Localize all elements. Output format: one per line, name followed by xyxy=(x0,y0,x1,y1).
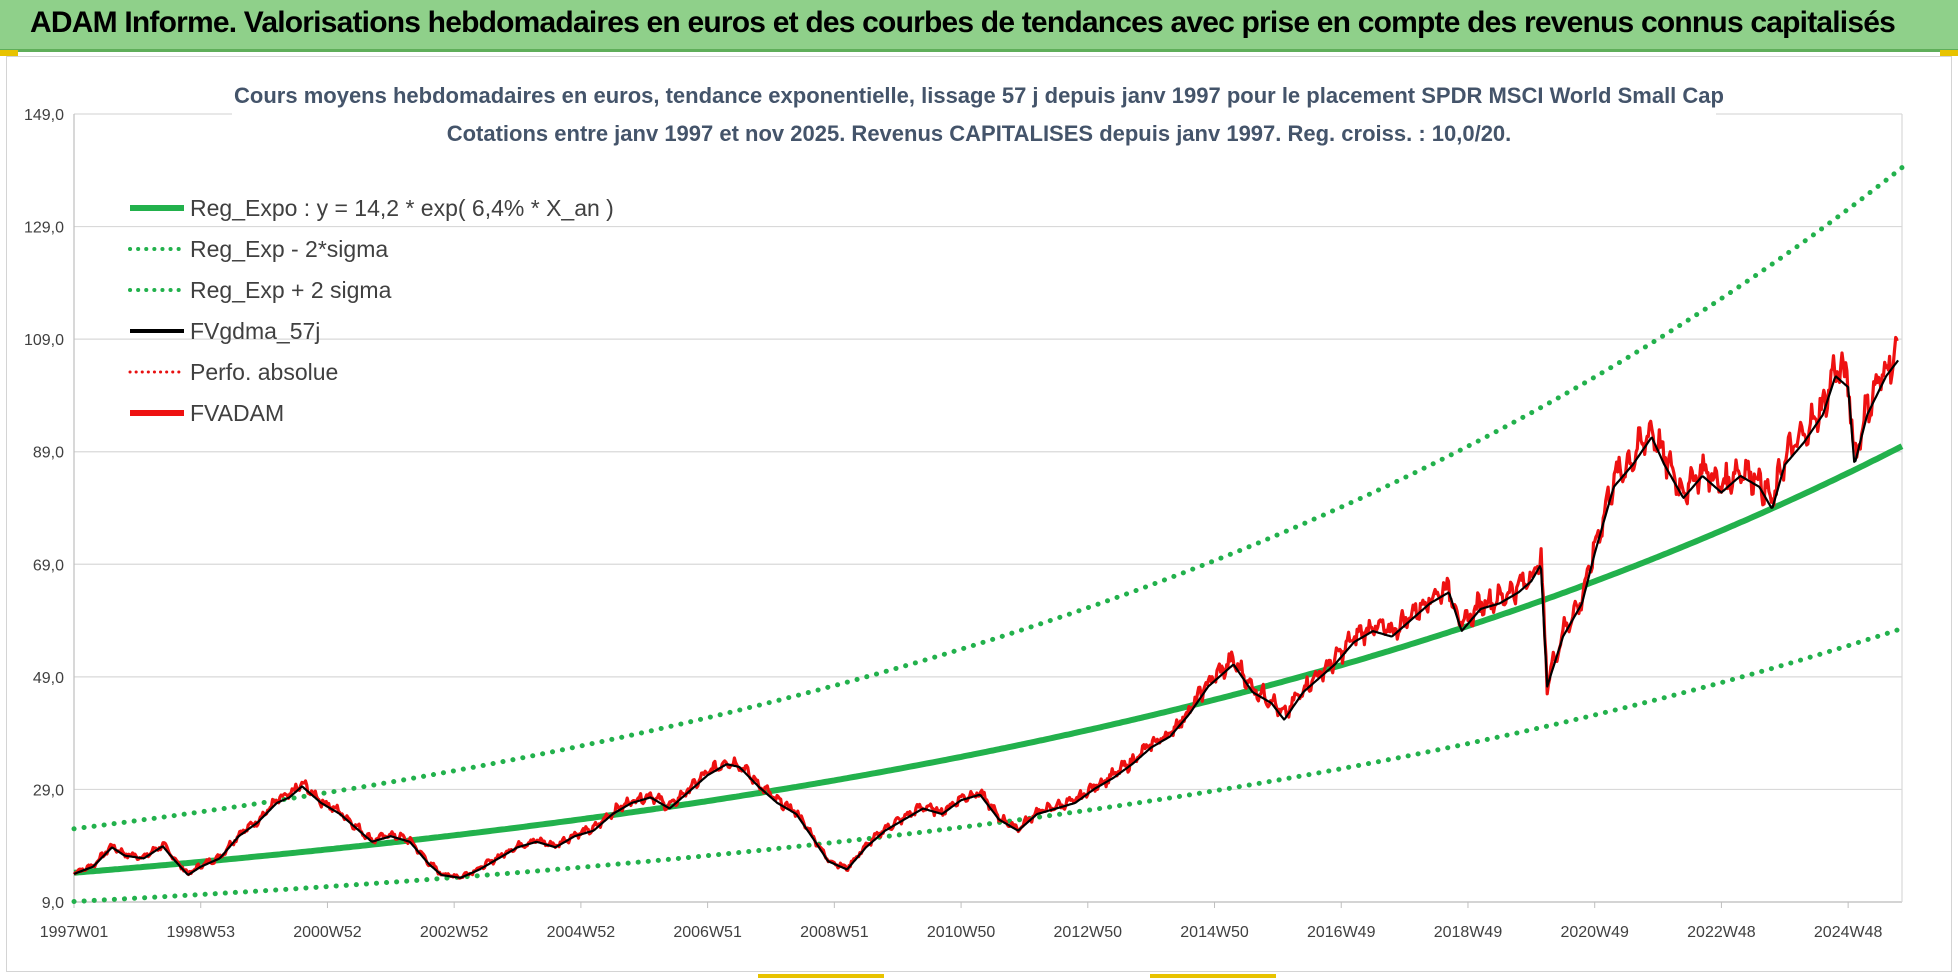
corner-mark-right xyxy=(1940,50,1958,56)
x-tick-label: 2014W50 xyxy=(1180,924,1249,941)
y-tick-label: 69,0 xyxy=(33,557,64,574)
x-tick-label: 2024W48 xyxy=(1814,924,1883,941)
series-reg-exp-plus-2-sigma xyxy=(71,165,1905,832)
x-tick-label: 2022W48 xyxy=(1687,924,1756,941)
legend-label: Reg_Expo : y = 14,2 * exp( 6,4% * X_an ) xyxy=(190,195,614,221)
chart-title: Cours moyens hebdomadaires en euros, ten… xyxy=(234,83,1724,108)
chart-legend: Reg_Expo : y = 14,2 * exp( 6,4% * X_an )… xyxy=(128,195,614,426)
y-tick-label: 9,0 xyxy=(42,895,64,912)
corner-mark-left xyxy=(0,50,18,56)
series-fvadam xyxy=(72,335,1899,880)
x-tick-label: 2004W52 xyxy=(547,924,616,941)
y-tick-label: 129,0 xyxy=(24,220,64,237)
chart-grid xyxy=(73,113,1903,903)
legend-label: FVADAM xyxy=(190,400,284,426)
y-tick-label: 49,0 xyxy=(33,670,64,687)
y-tick-label: 29,0 xyxy=(33,782,64,799)
y-tick-label: 89,0 xyxy=(33,445,64,462)
legend-label: Reg_Exp + 2 sigma xyxy=(190,277,392,303)
page-title: ADAM Informe. Valorisations hebdomadaire… xyxy=(30,6,1896,39)
legend-label: Reg_Exp - 2*sigma xyxy=(190,236,388,262)
x-tick-label: 2018W49 xyxy=(1434,924,1503,941)
y-axis-ticks: 9,0 29,0 49,0 69,0 89,0 109,0 129,0 149,0 xyxy=(24,107,64,912)
series-reg-expo xyxy=(73,443,1904,876)
chart-series-group xyxy=(71,165,1905,904)
legend-label: FVgdma_57j xyxy=(190,318,320,344)
x-tick-label: 2008W51 xyxy=(800,924,869,941)
series-fvgdma-57j xyxy=(73,359,1899,879)
bottom-mark-2 xyxy=(1150,974,1276,978)
x-tick-label: 2020W49 xyxy=(1560,924,1629,941)
y-tick-label: 109,0 xyxy=(24,332,64,349)
x-axis-ticks: 1997W01 1998W53 2000W52 2002W52 2004W52 2006W… xyxy=(40,902,1883,941)
x-tick-label: 2012W50 xyxy=(1054,924,1123,941)
x-tick-label: 2002W52 xyxy=(420,924,489,941)
x-tick-label: 2006W51 xyxy=(673,924,742,941)
series-reg-exp-minus-2-sigma xyxy=(71,626,1905,904)
legend-label: Perfo. absolue xyxy=(190,359,338,385)
x-tick-label: 2016W49 xyxy=(1307,924,1376,941)
x-tick-label: 2010W50 xyxy=(927,924,996,941)
bottom-mark-1 xyxy=(758,974,884,978)
chart-frame xyxy=(6,56,1952,972)
x-tick-label: 1998W53 xyxy=(166,924,235,941)
chart-title-background xyxy=(232,76,1716,154)
x-tick-label: 2000W52 xyxy=(293,924,362,941)
chart-subtitle: Cotations entre janv 1997 et nov 2025. R… xyxy=(447,121,1512,146)
x-tick-label: 1997W01 xyxy=(40,924,109,941)
y-tick-label: 149,0 xyxy=(24,107,64,124)
page-banner: ADAM Informe. Valorisations hebdomadaire… xyxy=(0,0,1958,52)
